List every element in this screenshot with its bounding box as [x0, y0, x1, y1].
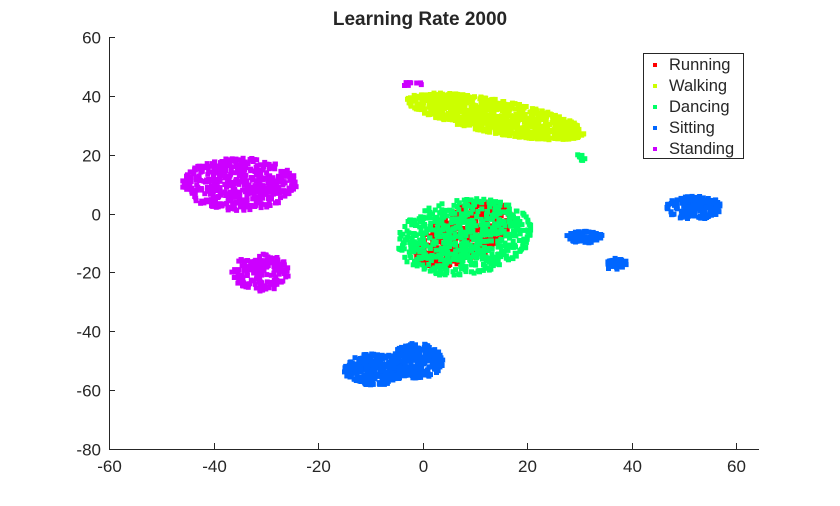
- tick-label: 20: [82, 147, 101, 166]
- legend-label: Running: [669, 55, 731, 74]
- tick-label: 20: [518, 457, 537, 476]
- legend-item-sitting: Sitting: [644, 118, 715, 138]
- tick-label: -20: [76, 264, 101, 283]
- legend-label: Dancing: [669, 97, 730, 116]
- chart-title: Learning Rate 2000: [332, 9, 508, 30]
- legend-item-walking: Walking: [644, 76, 727, 96]
- legend-label: Standing: [669, 139, 735, 158]
- standing-marker-icon: [653, 147, 657, 151]
- tick-label: -60: [76, 382, 101, 401]
- sitting-marker-icon: [653, 126, 657, 130]
- tick-label: 40: [82, 88, 101, 107]
- legend: Running Walking Dancing Sitting Standing: [643, 53, 744, 159]
- legend-item-standing: Standing: [644, 139, 734, 159]
- walking-marker-icon: [653, 84, 657, 88]
- tick-label: 40: [623, 457, 642, 476]
- running-marker-icon: [653, 63, 657, 67]
- dancing-marker-icon: [653, 105, 657, 109]
- tick-label: 0: [419, 457, 428, 476]
- tick-label: -60: [97, 457, 122, 476]
- legend-label: Walking: [669, 76, 728, 95]
- tick-label: 60: [727, 457, 746, 476]
- legend-label: Sitting: [669, 118, 715, 137]
- tick-label: 0: [92, 206, 101, 225]
- tick-label: 60: [82, 29, 101, 48]
- tick-label: -20: [306, 457, 331, 476]
- legend-item-dancing: Dancing: [644, 97, 730, 117]
- legend-item-running: Running: [644, 55, 730, 75]
- data-points: [180, 80, 723, 388]
- tick-label: -80: [76, 441, 101, 460]
- tick-label: -40: [202, 457, 227, 476]
- tick-label: -40: [76, 323, 101, 342]
